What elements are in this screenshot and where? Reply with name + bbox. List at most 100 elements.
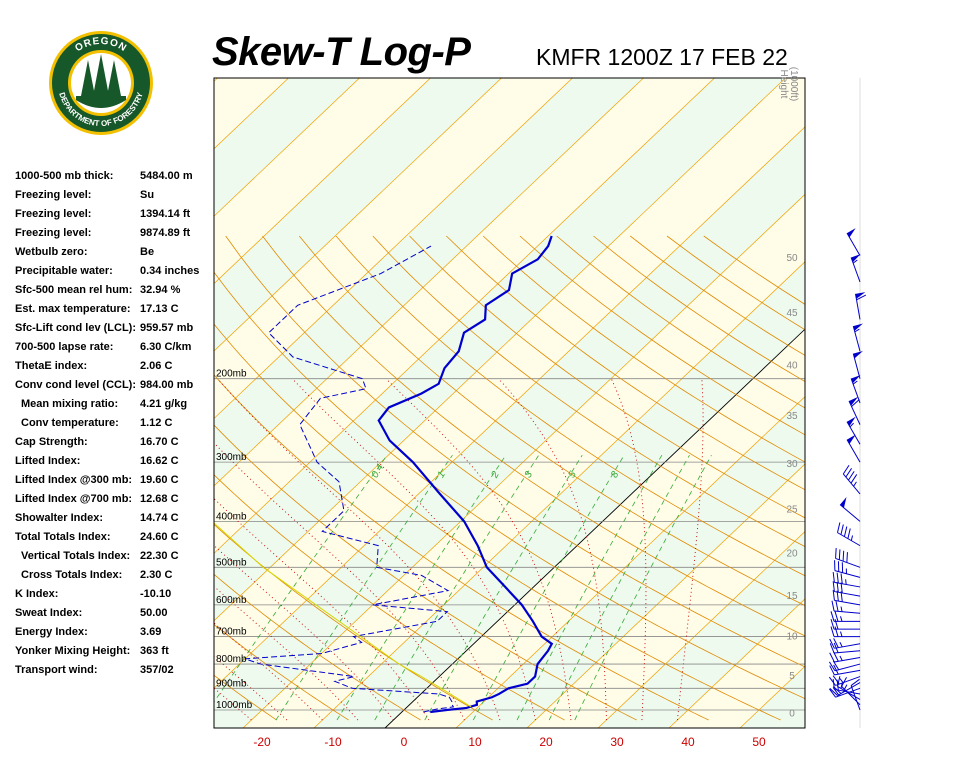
wind-barb	[852, 350, 863, 379]
barb-flag	[834, 626, 839, 637]
index-value: Su	[140, 189, 155, 201]
barb-staff	[834, 688, 861, 695]
barb-staff	[834, 591, 861, 597]
barb-flag	[850, 474, 858, 484]
wind-barb	[830, 626, 860, 638]
index-row: Energy Index: 3.69	[15, 624, 220, 643]
x-tick-label: 50	[752, 735, 766, 749]
index-row: 1000-500 mb thick: 5484.00 m	[15, 168, 220, 187]
index-label: Cap Strength:	[15, 436, 88, 448]
index-label: Freezing level:	[15, 208, 92, 220]
index-row: Cap Strength: 16.70 C	[15, 434, 220, 453]
barb-staff	[842, 473, 861, 495]
index-label: ThetaE index:	[15, 360, 88, 372]
barb-staff	[852, 325, 861, 352]
barb-half-flag	[849, 422, 854, 428]
wind-barb	[842, 464, 861, 495]
moist-adiabat	[385, 378, 572, 721]
barb-flag	[828, 676, 836, 686]
wind-barb	[832, 581, 861, 597]
barb-half-flag	[852, 380, 858, 385]
isotherm-line	[214, 126, 805, 689]
barb-pennant	[847, 416, 856, 427]
barb-pennant	[855, 292, 866, 299]
barb-staff	[834, 663, 861, 672]
index-row: Freezing level: 1394.14 ft	[15, 206, 220, 225]
height-label: 5	[789, 671, 795, 682]
height-label: 30	[786, 459, 798, 470]
wind-barb	[832, 571, 861, 588]
height-axis-title: Height	[778, 70, 789, 99]
moist-adiabat	[214, 544, 394, 721]
index-row: Sweat Index: 50.00	[15, 605, 220, 624]
index-value: 2.06 C	[140, 360, 173, 372]
index-row: Precipitable water: 0.34 inches	[15, 263, 220, 282]
barb-flag	[832, 675, 840, 685]
index-label: 1000-500 mb thick:	[15, 170, 114, 182]
index-row: Sfc-Lift cond lev (LCL): 959.57 mb	[15, 320, 220, 339]
barb-flag	[831, 600, 835, 612]
wind-barb	[850, 254, 861, 283]
dry-adiabat	[214, 374, 709, 721]
barb-half-flag	[840, 606, 843, 612]
barb-half-flag	[840, 616, 843, 622]
index-value: 32.94 %	[140, 284, 181, 296]
barb-flag	[836, 581, 839, 593]
barb-staff	[834, 643, 861, 649]
x-tick-label: 30	[610, 735, 624, 749]
axis-labels: 0.4 1 2 3 5 8-20 -10 0 10 20 30 40 50200mb300mb400mb…	[216, 67, 799, 749]
barb-half-flag	[844, 684, 848, 690]
barb-half-flag	[850, 535, 854, 541]
mixing-ratio-line	[516, 454, 663, 721]
index-row: 700-500 lapse rate: 6.30 C/km	[15, 339, 220, 358]
barb-staff	[835, 557, 861, 568]
dry-adiabat	[0, 236, 133, 720]
pressure-label: 500mb	[216, 557, 247, 568]
wind-barb	[850, 375, 861, 404]
barb-flag	[832, 581, 835, 592]
barb-flag	[829, 652, 835, 663]
dry-adiabat	[409, 235, 805, 519]
dry-adiabat	[214, 523, 493, 721]
wind-barb	[829, 651, 861, 663]
barb-half-flag	[853, 481, 857, 487]
isotherm-line	[214, 78, 573, 419]
barb-staff	[852, 353, 861, 379]
isotherm-band	[214, 126, 805, 728]
pressure-label: 400mb	[216, 511, 247, 522]
barb-staff	[835, 676, 861, 686]
index-row: Sfc-500 mean rel hum: 32.94 %	[15, 282, 220, 301]
wind-barb	[831, 600, 861, 614]
index-row: Conv cond level (CCL): 984.00 mb	[15, 377, 220, 396]
parcel-trace	[214, 522, 472, 708]
barb-flag	[836, 572, 839, 584]
barb-staff	[834, 657, 861, 663]
barb-staff	[850, 685, 861, 711]
index-label: Yonker Mixing Height:	[15, 645, 131, 657]
index-value: 24.60 C	[140, 531, 179, 543]
barb-flag	[830, 626, 835, 637]
barb-flag	[829, 687, 838, 696]
index-label: Conv cond level (CCL):	[15, 379, 137, 391]
isotherm-line	[214, 78, 502, 352]
pressure-label: 600mb	[216, 595, 247, 606]
isotherm-line	[214, 78, 360, 217]
dry-adiabat	[298, 235, 805, 606]
isotherm-line	[214, 78, 644, 487]
index-value: 959.57 mb	[140, 322, 194, 334]
barb-pennant	[840, 497, 847, 508]
index-value: 16.62 C	[140, 455, 179, 467]
barb-half-flag	[840, 631, 843, 637]
zero-isotherm	[384, 328, 805, 728]
wind-barb	[835, 547, 861, 568]
barb-staff	[837, 682, 861, 696]
wind-barb	[829, 664, 861, 676]
index-value: 3.69	[140, 626, 162, 638]
isotherm-line	[455, 396, 805, 728]
isotherm-line	[668, 598, 805, 728]
plot-frame	[213, 77, 806, 729]
wind-barb	[846, 434, 861, 463]
barb-flag	[830, 611, 835, 622]
barb-flag	[840, 573, 843, 584]
index-row: Total Totals Index: 24.60 C	[15, 529, 220, 548]
